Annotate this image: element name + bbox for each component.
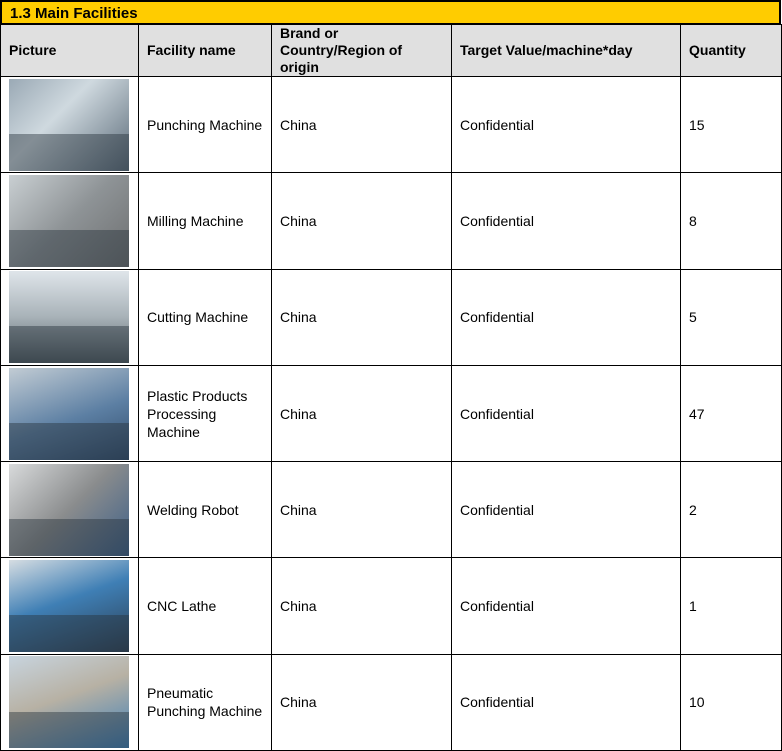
picture-cell [0,364,139,463]
target-value: Confidential [451,461,681,559]
table-row: Plastic Products Processing Machine Chin… [0,364,782,463]
header-row: Picture Facility name Brand or Country/R… [0,24,782,77]
quantity: 2 [680,461,782,559]
facility-name: Punching Machine [138,75,272,174]
table-row: Welding Robot China Confidential 2 [0,461,782,559]
table-row: Milling Machine China Confidential 8 [0,172,782,270]
origin: China [271,557,452,655]
origin: China [271,268,452,366]
facility-name: Plastic Products Processing Machine [138,364,272,463]
section-title: 1.3 Main Facilities [0,0,781,25]
header-origin: Brand or Country/Region of origin [271,24,452,77]
quantity: 10 [680,653,782,751]
facility-name: CNC Lathe [138,557,272,655]
quantity: 1 [680,557,782,655]
facility-photo [9,78,129,171]
picture-cell [0,461,139,559]
header-target-value: Target Value/machine*day [451,24,681,77]
picture-cell [0,653,139,751]
picture-cell [0,172,139,270]
table-row: Pneumatic Punching Machine China Confide… [0,653,782,751]
picture-cell [0,75,139,174]
picture-cell [0,557,139,655]
header-quantity: Quantity [680,24,782,77]
header-picture: Picture [0,24,139,77]
quantity: 47 [680,364,782,463]
facility-name: Pneumatic Punching Machine [138,653,272,751]
quantity: 15 [680,75,782,174]
quantity: 5 [680,268,782,366]
facilities-table: Picture Facility name Brand or Country/R… [0,24,782,751]
target-value: Confidential [451,557,681,655]
facility-photo [9,271,129,364]
facility-name: Milling Machine [138,172,272,270]
target-value: Confidential [451,653,681,751]
origin: China [271,172,452,270]
target-value: Confidential [451,364,681,463]
origin: China [271,653,452,751]
facility-photo [9,656,129,749]
facility-photo [9,174,129,267]
header-facility-name: Facility name [138,24,272,77]
facility-name: Welding Robot [138,461,272,559]
facility-photo [9,560,129,653]
facility-photo [9,367,129,460]
origin: China [271,364,452,463]
origin: China [271,75,452,174]
target-value: Confidential [451,75,681,174]
picture-cell [0,268,139,366]
facility-name: Cutting Machine [138,268,272,366]
target-value: Confidential [451,268,681,366]
table-row: CNC Lathe China Confidential 1 [0,557,782,655]
table-row: Punching Machine China Confidential 15 [0,75,782,174]
facility-photo [9,463,129,556]
origin: China [271,461,452,559]
table-row: Cutting Machine China Confidential 5 [0,268,782,366]
quantity: 8 [680,172,782,270]
target-value: Confidential [451,172,681,270]
